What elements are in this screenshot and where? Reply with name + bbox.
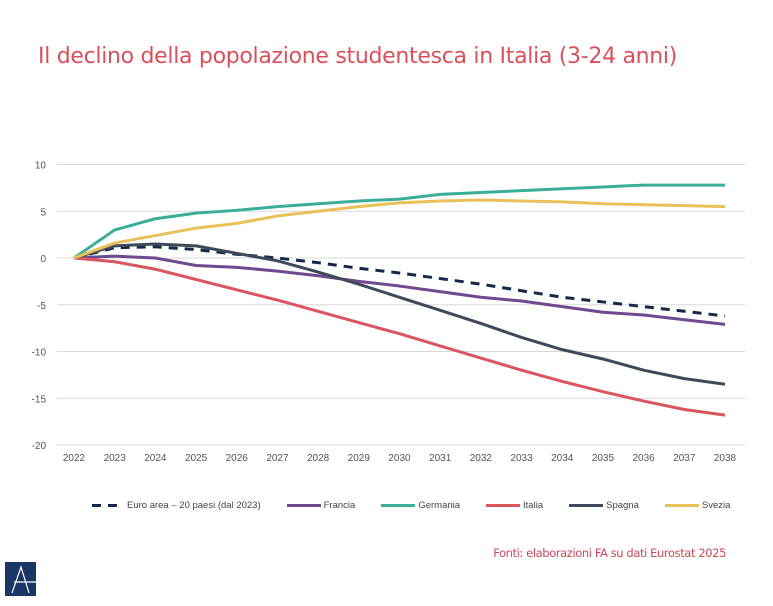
logo	[5, 562, 36, 596]
y-tick-label: 5	[40, 207, 46, 218]
series-line-spagna	[73, 242, 726, 386]
x-tick-label: 2027	[266, 453, 289, 464]
line-chart: 10 5 0 -5 -10 -15 -20 2022 2023 2024 2025 2026 2027 2…	[32, 161, 745, 464]
x-tick-label: 2026	[226, 453, 249, 464]
y-tick-label: -15	[32, 394, 47, 405]
y-tick-label: -5	[37, 301, 46, 312]
legend-item: Germania	[381, 500, 460, 511]
legend-label: Germania	[418, 500, 461, 511]
x-tick-label: 2030	[388, 453, 411, 464]
logo-a-icon	[11, 565, 36, 594]
x-tick-label: 2023	[104, 453, 127, 464]
legend-item: Euro area – 20 paesi (dal 2023)	[92, 500, 261, 511]
y-tick-label: 10	[35, 161, 47, 172]
legend-label: Francia	[323, 500, 356, 511]
series-line-svezia	[73, 198, 726, 260]
y-tick-label: -10	[32, 348, 47, 359]
legend: Euro area – 20 paesi (dal 2023) Francia Ge…	[92, 500, 730, 511]
y-tick-label: 0	[40, 254, 46, 265]
series-line-germania	[73, 183, 725, 260]
legend-swatch	[569, 504, 604, 507]
legend-label: Svezia	[701, 500, 731, 511]
x-tick-label: 2034	[551, 453, 574, 464]
series-line-euro-area-20-paesi-dal-2023-	[73, 245, 726, 318]
x-tick-label: 2032	[470, 453, 493, 464]
y-tick-label: -20	[32, 441, 47, 452]
x-tick-label: 2038	[714, 453, 737, 464]
legend-label: Italia	[523, 500, 544, 511]
legend-item: Italia	[486, 500, 543, 511]
legend-label: Euro area – 20 paesi (dal 2023)	[127, 500, 261, 511]
x-tick-label: 2033	[510, 453, 533, 464]
legend-item: Francia	[286, 500, 356, 511]
x-tick-label: 2025	[185, 453, 208, 464]
legend-item: Svezia	[664, 500, 731, 511]
legend-label: Spagna	[606, 500, 639, 511]
x-tick-label: 2037	[673, 453, 696, 464]
legend-swatch	[664, 504, 699, 507]
source-note: Fonti: elaborazioni FA su dati Eurostat …	[493, 546, 726, 560]
x-tick-label: 2028	[307, 453, 330, 464]
legend-swatch	[92, 504, 124, 507]
chart-title: Il declino della popolazione studentesca…	[38, 44, 678, 69]
x-tick-label: 2035	[592, 453, 615, 464]
legend-swatch	[486, 504, 521, 507]
series-line-francia	[73, 254, 726, 326]
legend-swatch	[286, 504, 321, 507]
x-tick-label: 2036	[633, 453, 656, 464]
legend-swatch	[381, 504, 416, 507]
x-tick-label: 2024	[144, 453, 167, 464]
x-tick-label: 2031	[429, 453, 452, 464]
x-tick-label: 2022	[63, 453, 86, 464]
series-line-italia	[73, 256, 726, 417]
x-tick-label: 2029	[348, 453, 371, 464]
legend-item: Spagna	[569, 500, 639, 511]
